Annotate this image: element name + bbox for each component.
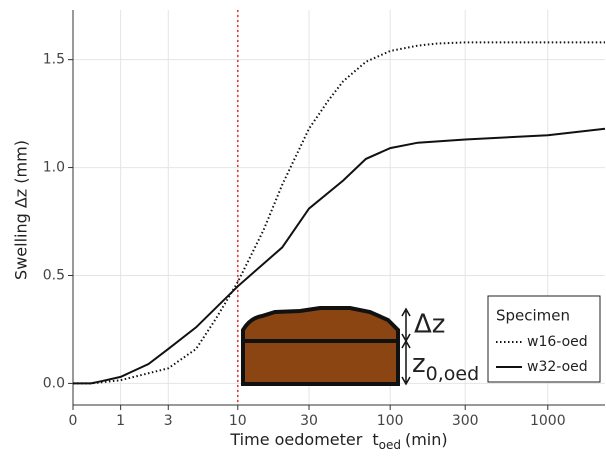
legend-label: w32-oed [527, 359, 588, 375]
arrows [401, 307, 411, 386]
x-tick-label: 100 [377, 413, 404, 429]
legend-label: w16-oed [527, 334, 588, 350]
z0-sub: 0,oed [426, 363, 480, 385]
z0-label: z0,oed [412, 349, 479, 385]
x-axis-label: Time oedometer toed (min) [229, 430, 447, 452]
x-label-var: t [372, 430, 378, 449]
data-line [73, 41, 605, 385]
legend-title: Specimen [496, 307, 570, 325]
legend: Specimen w16-oed w32-oed [487, 295, 601, 383]
y-tick-label: 1.0 [43, 160, 65, 176]
y-tick-label: 0.5 [43, 267, 65, 283]
x-tick-label: 1000 [530, 413, 566, 429]
x-label-text: Time oedometer [229, 430, 362, 449]
x-tick-label: 30 [300, 413, 318, 429]
soil-block [241, 306, 400, 386]
x-tick-label: 300 [452, 413, 479, 429]
x-tick-label: 10 [229, 413, 247, 429]
legend-items: w16-oed w32-oed [496, 334, 588, 375]
x-tick-label: 1 [116, 413, 125, 429]
x-tick-label: 3 [164, 413, 173, 429]
x-tick-label: 0 [69, 413, 78, 429]
y-tick-label: 1.5 [43, 52, 65, 68]
data-line [73, 127, 606, 385]
x-label-sub: oed [379, 438, 401, 452]
x-label-unit: (min) [405, 430, 448, 449]
inset-drawing: Δz z0,oed [241, 306, 479, 386]
dz-label: Δz [414, 310, 445, 340]
z0-main: z [412, 349, 426, 379]
y-axis-label: Swelling Δz (mm) [12, 140, 31, 280]
y-tick-label: 0.0 [43, 375, 65, 391]
